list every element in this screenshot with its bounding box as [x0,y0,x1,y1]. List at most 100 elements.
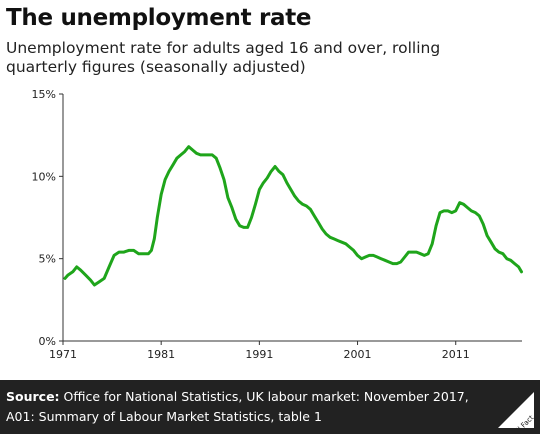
data-point [520,271,523,273]
data-point [482,223,484,225]
data-point [474,212,476,214]
data-point [282,174,284,176]
data-point [150,249,152,251]
data-point [372,254,374,256]
data-point [455,210,457,212]
data-point [235,218,237,220]
data-point [364,256,366,258]
data-point [192,149,194,151]
data-point [89,279,92,281]
data-point [195,152,198,154]
data-point [302,203,304,205]
data-point [76,266,78,268]
data-point [447,210,449,212]
x-tick-label: 1981 [147,348,175,361]
data-point [250,216,253,219]
data-point [317,221,319,223]
source-footer: Source: Office for National Statistics, … [0,380,540,434]
data-point [404,256,406,258]
source-note: Source: Office for National Statistics, … [6,387,476,427]
data-point [415,251,418,253]
data-point [427,253,429,255]
data-point [408,251,410,253]
data-point [128,249,130,251]
data-point [172,164,174,166]
data-point [313,215,315,217]
data-point [298,200,300,202]
data-point [392,263,394,265]
data-point [309,208,311,210]
data-point [341,241,343,243]
x-tick-label: 1991 [245,348,273,361]
series-line [63,145,523,287]
data-point [431,243,433,245]
data-point [211,154,213,156]
source-label: Source: [6,389,60,404]
data-point [188,146,190,148]
data-point [419,253,421,255]
data-point [207,154,209,156]
data-point [133,249,135,251]
data-point [98,281,100,283]
data-point [176,157,178,159]
data-point [153,238,155,240]
data-point [356,254,359,256]
data-point [490,241,492,243]
data-point [168,170,170,172]
full-fact-logo-icon: Full Fact [498,392,534,428]
data-point [396,263,398,265]
y-tick-label: 10% [32,170,56,183]
data-point [223,179,225,181]
data-point [254,203,256,205]
x-tick-label: 2001 [344,348,372,361]
data-point [294,195,296,197]
data-point [325,233,327,235]
data-point [290,188,292,191]
data-point [118,251,120,253]
data-point [435,225,437,227]
data-point [470,210,472,212]
data-point [262,182,264,184]
data-point [108,266,110,268]
data-point [147,253,149,255]
data-point [400,261,402,263]
data-point [85,274,87,276]
data-point [345,243,347,245]
data-point [411,251,414,253]
data-point [368,254,370,256]
data-point [380,258,382,260]
data-point [64,277,66,279]
data-point [123,251,125,253]
data-point [266,177,268,179]
data-point [466,207,469,209]
page-title: The unemployment rate [6,5,312,31]
x-tick-label: 2011 [442,348,470,361]
data-point [329,236,331,238]
data-point [443,210,445,212]
source-text: Office for National Statistics, UK labou… [6,389,469,424]
data-point [278,170,280,172]
x-tick-label: 1971 [49,348,77,361]
y-tick-label: 0% [39,335,56,348]
data-point [239,225,241,227]
data-point [180,154,182,156]
data-point [463,203,465,205]
data-point [270,170,272,172]
data-point [215,157,217,159]
data-point [506,258,508,260]
data-point [156,216,158,219]
data-point [80,269,82,271]
data-point [502,253,504,255]
data-point [459,202,461,204]
data-point [160,193,162,195]
data-point [247,226,249,228]
data-point [286,182,288,184]
data-point [494,248,496,250]
data-point [164,179,166,181]
data-point [305,205,308,207]
data-point [388,261,390,263]
data-point [423,254,425,256]
data-point [142,253,145,255]
data-point [353,249,355,251]
data-point [498,251,500,253]
